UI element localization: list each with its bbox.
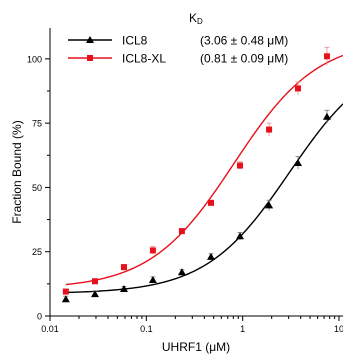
data-point-icl8: [265, 201, 274, 209]
data-point-icl8: [177, 268, 186, 276]
x-axis-label: UHRF1 (μM): [162, 340, 230, 354]
y-tick-label: 50: [32, 183, 42, 193]
y-tick-label: 0: [37, 312, 42, 322]
data-point-icl8-xl: [62, 288, 69, 295]
data-point-icl8: [61, 295, 70, 303]
fit-curve-icl8-xl: [65, 54, 343, 286]
legend: KD ICL8 (3.06 ± 0.48 μM) ICL8-XL (0.81 ± 0.…: [68, 11, 288, 66]
plot-frame: [49, 28, 343, 317]
x-tick-label: 1: [240, 324, 245, 334]
data-point-icl8: [293, 159, 302, 166]
legend-name-icl8: ICL8: [122, 34, 148, 48]
data-point-icl8: [206, 252, 215, 260]
data-point-icl8: [235, 232, 244, 240]
data-point-icl8-xl: [236, 162, 243, 169]
legend-kd-icl8-xl: (0.81 ± 0.09 μM): [200, 52, 288, 66]
data-point-icl8: [322, 112, 331, 120]
data-point-icl8-xl: [323, 53, 330, 60]
legend-header-sub: D: [197, 17, 203, 26]
fit-curve-icl8: [65, 103, 343, 294]
legend-marker-icl8-xl: [87, 55, 93, 61]
x-axis-ticks: 0.01 0.1 1 10: [41, 316, 343, 334]
legend-name-icl8-xl: ICL8-XL: [122, 52, 166, 66]
y-tick-label: 75: [32, 119, 42, 129]
y-axis-ticks: 0 25 50 75 100: [27, 54, 50, 322]
data-point-icl8: [119, 285, 128, 292]
x-tick-label: 0.01: [41, 324, 59, 334]
legend-marker-icl8: [86, 36, 94, 43]
data-point-icl8-xl: [207, 199, 214, 206]
data-point-icl8: [90, 290, 99, 298]
legend-header: KD: [189, 11, 203, 26]
data-point-icl8-xl: [91, 278, 98, 285]
y-axis-label: Fraction Bound (%): [10, 120, 24, 223]
data-point-icl8-xl: [294, 85, 301, 92]
x-tick-label: 10: [334, 324, 343, 334]
data-point-icl8-xl: [178, 228, 185, 235]
data-point-icl8-xl: [149, 247, 156, 254]
legend-items: ICL8 (3.06 ± 0.48 μM) ICL8-XL (0.81 ± 0.09 …: [68, 34, 288, 66]
fit-curves: [65, 54, 343, 294]
y-tick-label: 100: [27, 54, 42, 64]
x-tick-label: 0.1: [140, 324, 153, 334]
y-tick-label: 25: [32, 247, 42, 257]
data-point-icl8-xl: [266, 126, 273, 133]
data-markers: [61, 46, 331, 303]
data-point-icl8-xl: [120, 264, 127, 271]
data-point-icl8: [148, 276, 157, 283]
legend-header-k: K: [189, 11, 197, 25]
legend-kd-icl8: (3.06 ± 0.48 μM): [200, 34, 288, 48]
